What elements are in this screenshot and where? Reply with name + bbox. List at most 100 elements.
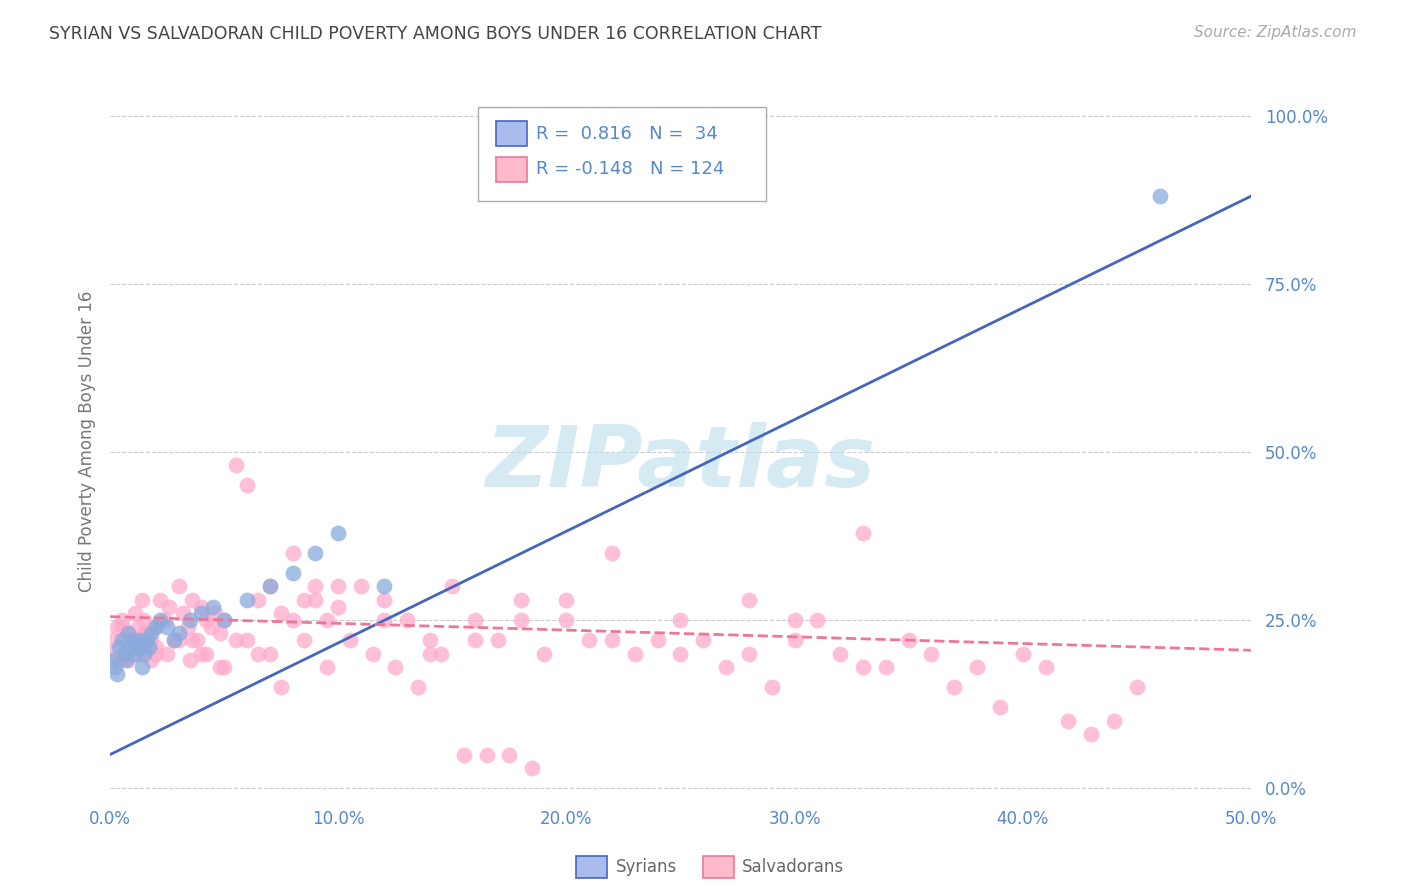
Point <box>167 633 190 648</box>
Point <box>373 579 395 593</box>
Point <box>464 613 486 627</box>
Point <box>181 592 204 607</box>
Point <box>104 660 127 674</box>
Point <box>966 660 988 674</box>
Point <box>145 647 167 661</box>
Point <box>328 579 350 593</box>
Point <box>897 633 920 648</box>
Point <box>149 613 172 627</box>
Point <box>259 579 281 593</box>
Point <box>304 579 326 593</box>
Point <box>875 660 897 674</box>
Point <box>122 633 145 648</box>
Point <box>115 647 138 661</box>
Point <box>315 613 337 627</box>
Point <box>204 607 226 621</box>
Point <box>159 599 181 614</box>
Point <box>127 640 149 654</box>
Text: Syrians: Syrians <box>616 858 678 876</box>
Point <box>361 647 384 661</box>
Point <box>167 626 190 640</box>
Point <box>163 633 186 648</box>
Point <box>134 647 156 661</box>
Point <box>236 592 259 607</box>
Point <box>281 613 304 627</box>
Point <box>1035 660 1057 674</box>
Point <box>138 640 160 654</box>
Point <box>339 633 361 648</box>
Point <box>281 566 304 580</box>
Point <box>156 620 179 634</box>
Point <box>1102 714 1125 728</box>
Point <box>108 640 131 654</box>
Point <box>179 653 201 667</box>
Point <box>1126 680 1149 694</box>
Point <box>669 647 692 661</box>
Point <box>350 579 373 593</box>
Point <box>453 747 475 762</box>
Point <box>475 747 498 762</box>
Point <box>988 700 1011 714</box>
Point <box>131 660 153 674</box>
Point <box>943 680 966 694</box>
Point <box>134 613 156 627</box>
Point <box>149 592 172 607</box>
Point <box>194 647 217 661</box>
Point <box>145 640 167 654</box>
Point <box>138 640 160 654</box>
Point <box>259 579 281 593</box>
Point <box>555 613 578 627</box>
Point <box>201 599 224 614</box>
Point <box>120 640 142 654</box>
Point <box>600 633 623 648</box>
Point <box>112 647 135 661</box>
Point <box>101 653 124 667</box>
Point <box>101 633 124 648</box>
Point <box>419 647 441 661</box>
Point <box>247 647 270 661</box>
Point <box>194 613 217 627</box>
Point <box>384 660 406 674</box>
Point <box>186 633 208 648</box>
Point <box>236 478 259 492</box>
Point <box>395 613 418 627</box>
Point <box>167 579 190 593</box>
Point <box>208 626 231 640</box>
Point <box>128 633 150 648</box>
Point <box>304 546 326 560</box>
Point <box>134 626 156 640</box>
Y-axis label: Child Poverty Among Boys Under 16: Child Poverty Among Boys Under 16 <box>79 291 96 592</box>
Point <box>419 633 441 648</box>
Point <box>117 626 139 640</box>
Point <box>328 599 350 614</box>
Point <box>600 546 623 560</box>
Point <box>304 592 326 607</box>
Point <box>212 660 235 674</box>
Point <box>270 680 292 694</box>
Point <box>247 592 270 607</box>
Point <box>135 633 157 648</box>
Point <box>163 633 186 648</box>
Point <box>714 660 737 674</box>
Point <box>761 680 783 694</box>
Point <box>110 620 132 634</box>
Point <box>852 525 875 540</box>
Point <box>105 620 128 634</box>
Point <box>122 633 145 648</box>
Point <box>181 633 204 648</box>
Text: Source: ZipAtlas.com: Source: ZipAtlas.com <box>1194 25 1357 40</box>
Point <box>190 607 212 621</box>
Point <box>430 647 453 661</box>
Point <box>110 613 132 627</box>
Point <box>153 613 176 627</box>
Point <box>117 653 139 667</box>
Point <box>270 607 292 621</box>
Point <box>104 647 127 661</box>
Point <box>692 633 714 648</box>
Text: SYRIAN VS SALVADORAN CHILD POVERTY AMONG BOYS UNDER 16 CORRELATION CHART: SYRIAN VS SALVADORAN CHILD POVERTY AMONG… <box>49 25 821 43</box>
Text: R =  0.816   N =  34: R = 0.816 N = 34 <box>536 125 717 143</box>
Text: ZIPatlas: ZIPatlas <box>485 422 876 505</box>
Point <box>200 620 222 634</box>
Point <box>373 613 395 627</box>
Point <box>292 633 315 648</box>
